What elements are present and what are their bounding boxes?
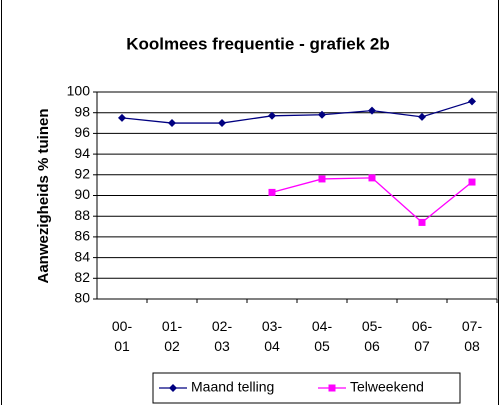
y-axis-label: Aanwezigheids % tuinen [35,108,52,283]
data-point [118,113,126,122]
data-point [218,119,226,128]
y-tick-label: 96 [74,124,90,140]
y-tick-label: 98 [74,103,90,119]
legend-box [152,372,461,404]
x-tick-label: 07-08 [461,318,483,354]
y-tick-label: 80 [74,290,90,306]
data-point [468,178,476,186]
x-tick-label: 06-07 [411,318,433,354]
data-point [418,112,426,121]
data-point [168,119,176,128]
legend-label: Telweekend [350,379,424,395]
data-point [368,174,376,182]
x-tick-label: 01-02 [161,318,183,354]
y-tick-label: 90 [74,186,90,202]
x-tick-label: 04-05 [311,318,333,354]
y-tick-label: 88 [74,207,90,223]
y-tick-label: 94 [74,145,90,161]
data-point [318,175,326,183]
legend-label: Maand telling [191,379,274,395]
data-point [318,110,326,119]
data-point [468,97,476,106]
y-tick-label: 92 [74,166,90,182]
data-point [268,188,276,196]
legend-marker [169,384,177,392]
y-tick-label: 84 [74,248,90,264]
x-tick-label: 05-06 [361,318,383,354]
data-point [418,218,426,226]
data-point [268,111,276,120]
x-tick-label: 00-01 [111,318,133,354]
data-point [368,106,376,115]
x-tick-label: 02-03 [211,318,233,354]
x-tick-label: 03-04 [261,318,283,354]
y-tick-label: 86 [74,228,90,244]
chart-title: Koolmees frequentie - grafiek 2b [126,34,390,53]
series-line [121,100,473,124]
y-tick-label: 100 [67,83,91,99]
legend-marker [328,384,336,392]
y-tick-label: 82 [74,269,90,285]
